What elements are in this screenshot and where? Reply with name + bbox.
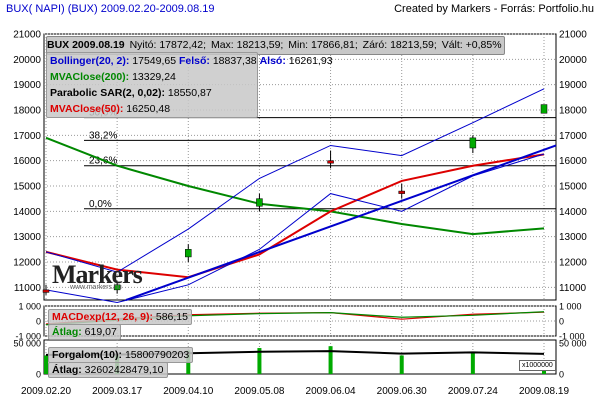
volume-avg-legend: Átlag: 32602428479,10: [48, 362, 168, 378]
volume-y-tick-left: 50 000: [13, 339, 41, 349]
y-tick-label-right: 20000: [559, 55, 587, 66]
volume-legend: Forgalom(10): 15800790203: [48, 347, 194, 363]
y-tick-label-right: 12000: [559, 258, 587, 269]
y-tick-label-left: 12000: [13, 258, 41, 269]
macd-y-tick-left: 0: [36, 317, 41, 327]
y-tick-label-right: 17000: [559, 131, 587, 142]
x-tick-label: 2009.02.20: [21, 386, 71, 397]
info-max: Max: 18213,59;: [210, 39, 284, 51]
chart-title: BUX( NAPI) (BUX) 2009.02.20-2009.08.19: [6, 3, 215, 15]
fib-level-label: 38,2%: [89, 130, 117, 141]
x-tick-label: 2009.06.04: [306, 386, 356, 397]
candle-body: [540, 104, 548, 114]
volume-bar: [470, 352, 475, 374]
credit-text: Created by Markers - Forrás: Portfolio.h…: [394, 3, 594, 15]
volume-y-tick-right: 50 000: [559, 339, 587, 349]
legend-mva50: MVAClose(50): 16250,48: [50, 103, 171, 115]
fib-level-label: 0,0%: [89, 199, 112, 210]
volume-scale-label: x1000000: [519, 360, 556, 371]
y-tick-label-left: 20000: [13, 55, 41, 66]
y-tick-label-right: 21000: [559, 30, 587, 41]
y-tick-label-right: 11000: [559, 283, 587, 294]
volume-y-tick-right: 0: [559, 370, 564, 380]
candle-body: [398, 190, 405, 194]
y-tick-label-left: 21000: [13, 30, 41, 41]
markers-watermark: Markers: [52, 260, 143, 289]
series-line: [45, 136, 545, 236]
volume-y-tick-left: 0: [36, 370, 41, 380]
y-tick-label-right: 18000: [559, 106, 587, 117]
macd-legend: MACDexp(12, 26, 9): 586,15: [48, 309, 192, 325]
macd-y-tick-left: 1 000: [18, 302, 41, 312]
y-tick-label-left: 15000: [13, 182, 41, 193]
info-open: Nyitó: 17872,42;: [129, 39, 207, 51]
legend-mva200: MVAClose(200): 13329,24: [50, 71, 176, 83]
candle-body: [42, 289, 50, 293]
x-tick-label: 2009.05.08: [234, 386, 284, 397]
volume-bar: [257, 348, 262, 374]
candle-body: [469, 137, 477, 149]
y-tick-label-right: 14000: [559, 207, 587, 218]
candle-body: [327, 160, 334, 164]
candle-body: [113, 284, 121, 291]
info-symbol-date: BUX 2009.08.19: [47, 39, 125, 51]
y-tick-label-left: 19000: [13, 80, 41, 91]
x-tick-label: 2009.07.24: [448, 386, 498, 397]
candle-body: [256, 198, 263, 207]
x-tick-label: 2009.04.10: [163, 386, 213, 397]
macd-y-tick-left: -1 000: [15, 332, 41, 342]
legend-bollinger: Bollinger(20, 2): 17549,65 Felső: 18837,…: [50, 55, 333, 67]
y-tick-label-left: 13000: [13, 232, 41, 243]
series-line: [45, 88, 545, 273]
macd-y-tick-right: 0: [559, 317, 564, 327]
info-min: Min: 17866,81;: [288, 39, 358, 51]
y-tick-label-right: 15000: [559, 182, 587, 193]
legend-sar: Parabolic SAR(2, 0,02): 18550,87: [50, 87, 212, 99]
markers-url: www.markers.hu: [70, 284, 122, 291]
y-tick-label-left: 18000: [13, 106, 41, 117]
y-tick-label-right: 13000: [559, 232, 587, 243]
trend-line: [125, 144, 557, 301]
candle-body: [185, 249, 192, 258]
y-tick-label-right: 19000: [559, 80, 587, 91]
ohlc-info-bar: BUX 2009.08.19 Nyitó: 17872,42; Max: 182…: [46, 36, 505, 55]
macd-avg-legend: Átlag: 619,07: [48, 324, 121, 340]
y-tick-label-left: 14000: [13, 207, 41, 218]
y-tick-label-right: 16000: [559, 156, 587, 167]
y-tick-label-left: 11000: [14, 283, 42, 294]
y-tick-label-left: 16000: [13, 156, 41, 167]
volume-bar: [399, 355, 404, 374]
info-change: Vált: +0,85%: [441, 39, 502, 51]
series-line: [45, 153, 545, 279]
macd-y-tick-right: 1 000: [559, 302, 582, 312]
x-tick-label: 2009.08.19: [519, 386, 569, 397]
indicator-legend: Bollinger(20, 2): 17549,65 Felső: 18837,…: [46, 52, 333, 118]
info-close: Záró: 18213,59;: [362, 39, 437, 51]
volume-bar: [44, 355, 48, 374]
x-tick-label: 2009.06.30: [377, 386, 427, 397]
y-tick-label-left: 17000: [13, 131, 41, 142]
x-tick-label: 2009.03.17: [92, 386, 142, 397]
macd-y-tick-right: -1 000: [559, 332, 585, 342]
volume-bar: [328, 346, 333, 374]
